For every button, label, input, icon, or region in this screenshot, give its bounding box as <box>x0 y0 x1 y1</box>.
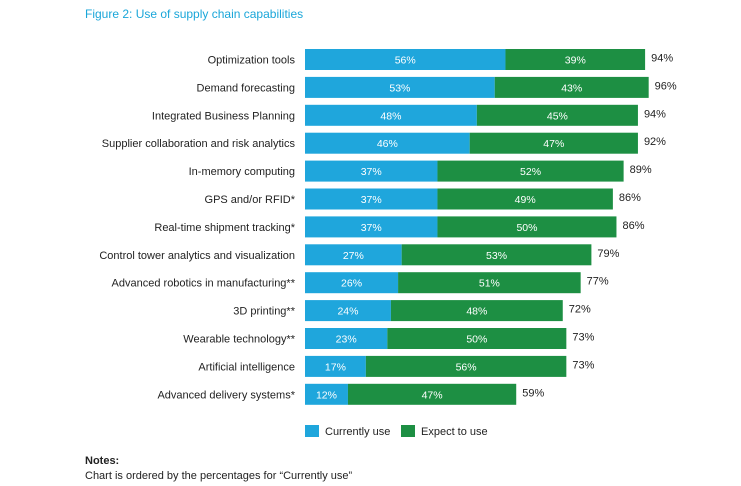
bar-expect-to-use <box>387 328 567 349</box>
bar-currently-use <box>305 355 366 377</box>
total-label: 94% <box>651 53 673 65</box>
bar-currently-use <box>305 328 388 349</box>
category-label: Demand forecasting <box>197 82 295 94</box>
total-label: 89% <box>630 164 652 176</box>
bar-currently-use <box>305 300 391 322</box>
total-label: 73% <box>572 332 594 344</box>
bar-expect-to-use <box>494 76 649 98</box>
data-label: 37% <box>361 166 382 178</box>
data-label: 47% <box>422 389 443 401</box>
legend-swatch-currently-use <box>305 425 319 437</box>
data-label: 46% <box>377 138 398 150</box>
data-label: 24% <box>337 306 358 318</box>
total-label: 86% <box>622 220 644 232</box>
bar-expect-to-use <box>401 244 592 266</box>
category-label: Integrated Business Planning <box>152 110 295 122</box>
data-label: 49% <box>515 194 536 206</box>
category-label: Supplier collaboration and risk analytic… <box>102 138 296 150</box>
data-label: 12% <box>316 389 337 401</box>
bar-currently-use <box>305 383 348 405</box>
data-label: 37% <box>361 194 382 206</box>
bar-expect-to-use <box>505 49 646 70</box>
category-label: Control tower analytics and visualizatio… <box>99 250 295 262</box>
data-label: 26% <box>341 278 362 290</box>
total-label: 96% <box>655 80 677 92</box>
total-label: 77% <box>587 276 609 288</box>
total-label: 73% <box>572 359 594 371</box>
bar-expect-to-use <box>437 188 613 210</box>
data-label: 50% <box>466 334 487 346</box>
data-label: 53% <box>389 82 410 94</box>
data-label: 48% <box>380 110 401 122</box>
bar-currently-use <box>305 104 477 126</box>
data-label: 48% <box>466 306 487 318</box>
bar-currently-use <box>305 160 438 182</box>
data-label: 27% <box>343 250 364 262</box>
legend-swatch-expect-to-use <box>401 425 415 437</box>
data-label: 17% <box>325 361 346 373</box>
bar-expect-to-use <box>390 300 563 322</box>
chart-title: Figure 2: Use of supply chain capabiliti… <box>85 7 304 21</box>
bar-currently-use <box>305 76 495 98</box>
category-label: Optimization tools <box>208 55 296 67</box>
bar-currently-use <box>305 188 438 210</box>
data-label: 23% <box>336 334 357 346</box>
data-label: 47% <box>543 138 564 150</box>
bar-expect-to-use <box>469 132 638 154</box>
data-label: 39% <box>565 55 586 67</box>
total-label: 94% <box>644 108 666 120</box>
data-label: 56% <box>395 55 416 67</box>
data-label: 50% <box>516 222 537 234</box>
data-label: 43% <box>561 82 582 94</box>
data-label: 37% <box>361 222 382 234</box>
data-label: 51% <box>479 278 500 290</box>
bar-expect-to-use <box>437 160 624 182</box>
bar-currently-use <box>305 216 438 238</box>
category-label: In-memory computing <box>189 166 295 178</box>
notes-text: Chart is ordered by the percentages for … <box>85 470 353 482</box>
data-label: 56% <box>456 361 477 373</box>
category-label: Real-time shipment tracking* <box>154 222 295 234</box>
bar-currently-use <box>305 244 402 266</box>
bar-expect-to-use <box>347 383 517 405</box>
total-label: 79% <box>597 248 619 260</box>
category-label: Advanced robotics in manufacturing** <box>112 278 296 290</box>
category-label: Wearable technology** <box>183 334 295 346</box>
bar-expect-to-use <box>476 104 638 126</box>
bar-currently-use <box>305 49 506 70</box>
total-label: 86% <box>619 192 641 204</box>
total-label: 59% <box>522 387 544 399</box>
category-label: Artificial intelligence <box>198 361 295 373</box>
bar-expect-to-use <box>365 355 567 377</box>
total-label: 72% <box>569 304 591 316</box>
data-label: 53% <box>486 250 507 262</box>
bar-currently-use <box>305 132 470 154</box>
category-label: GPS and/or RFID* <box>205 194 296 206</box>
stacked-bar-chart: Optimization tools 56% 39% 94% Demand foreca… <box>99 49 677 438</box>
data-label: 45% <box>547 110 568 122</box>
data-label: 52% <box>520 166 541 178</box>
bar-expect-to-use <box>398 272 581 294</box>
category-label: Advanced delivery systems* <box>157 389 295 401</box>
bar-expect-to-use <box>437 216 617 238</box>
notes-heading: Notes: <box>85 455 120 467</box>
legend-label: Currently use <box>325 426 390 438</box>
category-label: 3D printing** <box>233 306 295 318</box>
bar-currently-use <box>305 272 399 294</box>
legend-label: Expect to use <box>421 426 488 438</box>
total-label: 92% <box>644 136 666 148</box>
